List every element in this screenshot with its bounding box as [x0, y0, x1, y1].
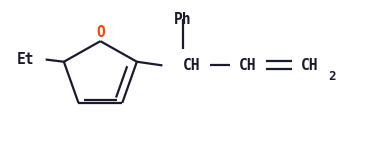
Text: CH: CH — [182, 58, 200, 73]
Text: CH: CH — [301, 58, 319, 73]
Text: O: O — [96, 25, 105, 40]
Text: CH: CH — [239, 58, 257, 73]
Text: Et: Et — [17, 52, 34, 67]
Text: Ph: Ph — [174, 12, 191, 27]
Text: 2: 2 — [328, 70, 336, 83]
